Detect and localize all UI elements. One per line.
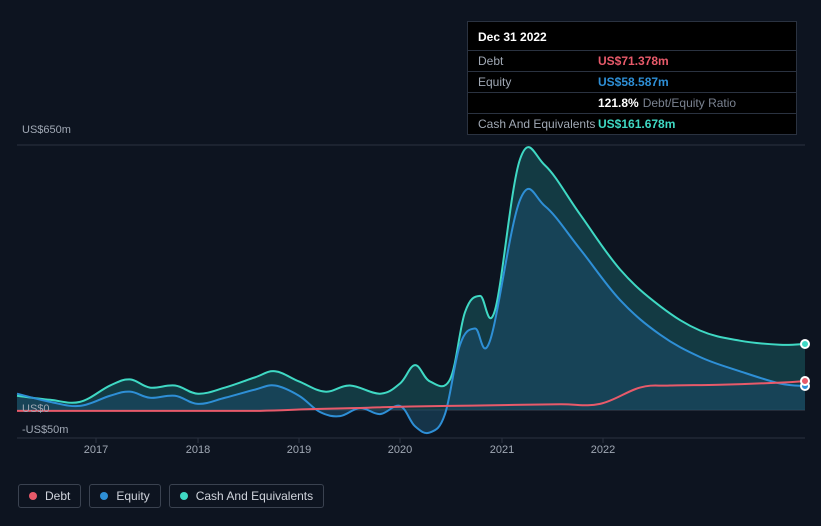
tooltip-label: Equity	[478, 75, 598, 89]
tooltip-row-debt: Debt US$71.378m	[468, 50, 796, 71]
legend-label: Equity	[116, 489, 149, 503]
legend: Debt Equity Cash And Equivalents	[18, 484, 324, 508]
tooltip-row-cash: Cash And Equivalents US$161.678m	[468, 113, 796, 134]
xlabel-2018: 2018	[186, 444, 210, 456]
xlabel-2021: 2021	[490, 444, 514, 456]
legend-label: Cash And Equivalents	[196, 489, 313, 503]
tooltip-value: US$71.378m	[598, 54, 669, 68]
series-end-marker	[800, 339, 810, 349]
tooltip-ratio-pct: 121.8%	[598, 96, 639, 110]
tooltip-row-ratio: 121.8% Debt/Equity Ratio	[468, 92, 796, 113]
xlabel-2020: 2020	[388, 444, 412, 456]
ylabel-neg50: -US$50m	[22, 424, 68, 436]
legend-item-cash[interactable]: Cash And Equivalents	[169, 484, 324, 508]
series-end-marker	[800, 376, 810, 386]
xlabel-2017: 2017	[84, 444, 108, 456]
legend-label: Debt	[45, 489, 70, 503]
circle-icon	[29, 492, 37, 500]
legend-item-debt[interactable]: Debt	[18, 484, 81, 508]
tooltip-label: Debt	[478, 54, 598, 68]
tooltip-ratio-label: Debt/Equity Ratio	[643, 96, 736, 110]
xlabel-2022: 2022	[591, 444, 615, 456]
circle-icon	[180, 492, 188, 500]
circle-icon	[100, 492, 108, 500]
ylabel-650: US$650m	[22, 124, 71, 136]
hover-tooltip: Dec 31 2022 Debt US$71.378m Equity US$58…	[467, 21, 797, 135]
xlabel-2019: 2019	[287, 444, 311, 456]
legend-item-equity[interactable]: Equity	[89, 484, 160, 508]
tooltip-value: US$161.678m	[598, 117, 675, 131]
tooltip-row-equity: Equity US$58.587m	[468, 71, 796, 92]
ylabel-0: US$0	[22, 403, 50, 415]
tooltip-value: US$58.587m	[598, 75, 669, 89]
tooltip-label: Cash And Equivalents	[478, 117, 598, 131]
tooltip-date: Dec 31 2022	[468, 28, 796, 50]
